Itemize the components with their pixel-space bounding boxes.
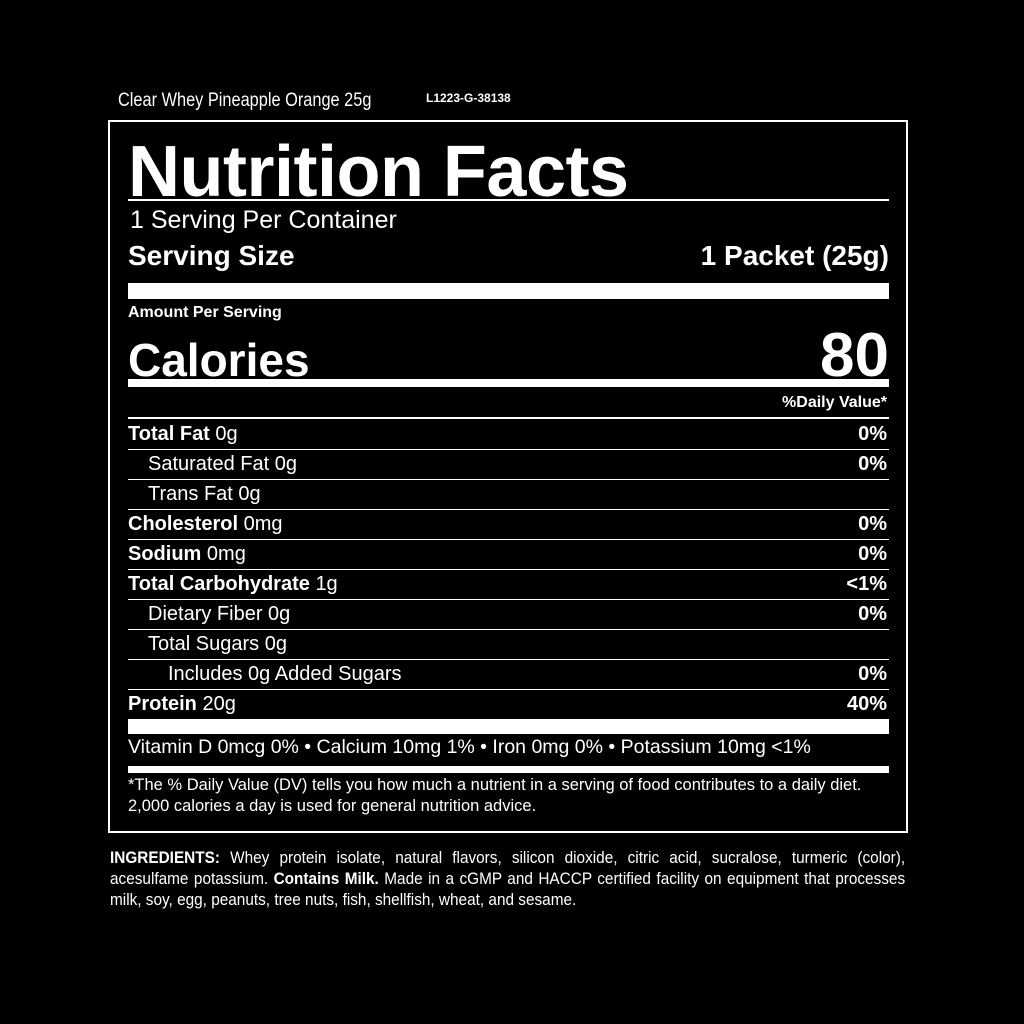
servings-per-container: 1 Serving Per Container	[130, 206, 397, 234]
panel-title: Nutrition Facts	[128, 132, 629, 212]
lot-code: L1223-G-38138	[426, 91, 511, 105]
nutrient-row: Protein 20g 40%	[128, 693, 887, 715]
divider	[128, 417, 889, 419]
nutrient-row: Total Fat 0g 0%	[128, 420, 889, 450]
product-name: Clear Whey Pineapple Orange 25g	[118, 90, 372, 111]
serving-size-value: 1 Packet (25g)	[700, 240, 889, 271]
daily-value-header: %Daily Value*	[782, 394, 887, 411]
amount-per-serving: Amount Per Serving	[128, 304, 282, 321]
nutrient-row: Dietary Fiber 0g 0%	[128, 600, 889, 630]
medium-divider	[128, 766, 889, 773]
vitamins-minerals: Vitamin D 0mcg 0% • Calcium 10mg 1% • Ir…	[128, 736, 811, 758]
nutrient-row: Trans Fat 0g	[128, 480, 889, 510]
thick-divider	[128, 283, 889, 299]
nutrient-row: Total Sugars 0g	[128, 630, 889, 660]
nutrient-row: Includes 0g Added Sugars 0%	[128, 660, 889, 690]
daily-value-footnote: *The % Daily Value (DV) tells you how mu…	[128, 776, 862, 815]
nutrient-row: Total Carbohydrate 1g <1%	[128, 570, 889, 600]
divider	[128, 199, 889, 201]
allergen-statement: Contains Milk.	[273, 870, 379, 888]
serving-size-label: Serving Size	[128, 240, 295, 271]
thick-divider	[128, 719, 889, 734]
nutrient-row: Saturated Fat 0g 0%	[128, 450, 889, 480]
nutrient-row: Sodium 0mg 0%	[128, 540, 889, 570]
calories-value: 80	[820, 321, 889, 390]
nutrient-list: Total Fat 0g 0% Saturated Fat 0g 0% Trans …	[128, 420, 889, 719]
serving-size-row: Serving Size 1 Packet (25g)	[128, 240, 889, 272]
nutrition-facts-panel: Nutrition Facts 1 Serving Per Container …	[108, 120, 908, 833]
nutrient-row: Cholesterol 0mg 0%	[128, 510, 889, 540]
calories-label: Calories	[128, 334, 310, 386]
ingredients: INGREDIENTS: Whey protein isolate, natur…	[110, 849, 906, 909]
medium-divider	[128, 379, 889, 387]
calories-row: Calories 80	[128, 320, 889, 391]
ingredients-label: INGREDIENTS:	[110, 849, 220, 867]
